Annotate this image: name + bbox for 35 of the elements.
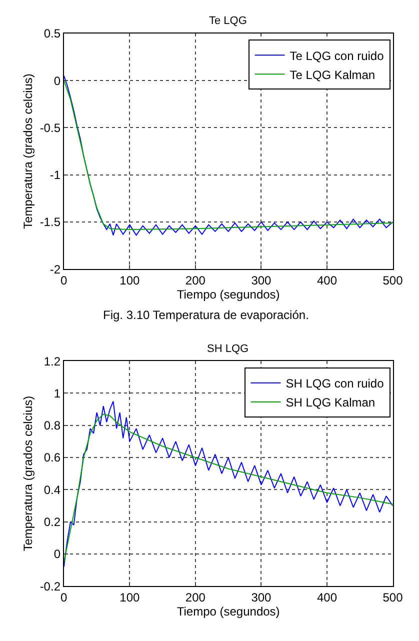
x-tick-label: 400 [316,274,338,288]
x-axis-title: Tiempo (segundos) [176,288,280,302]
chart-title: Te LQG [209,15,247,27]
x-tick-label: 500 [382,590,404,604]
x-tick-label: 200 [185,274,206,288]
y-tick-label: -1 [50,168,61,182]
y-tick-label: 0.8 [44,418,61,433]
y-tick-label: 1 [54,386,61,400]
y-tick-label: 0 [54,74,61,88]
y-tick-label: -2 [50,262,61,276]
x-tick-label: 100 [120,274,140,288]
x-tick-label: 300 [251,590,272,604]
chart-title: SH LQG [207,343,249,355]
y-tick-label: 0 [54,547,61,562]
x-tick-label: 500 [382,274,404,288]
x-axis-title: Tiempo (segundos) [176,604,280,618]
y-tick-label: -0.5 [40,120,61,135]
legend-label: Te LQG Kalman [290,68,376,82]
x-tick-label: 100 [120,590,140,604]
legend-label: SH LQG con ruido [286,376,384,391]
x-tick-label: 200 [185,590,206,604]
y-tick-label: 0.5 [44,26,61,41]
y-tick-label: 0.4 [44,482,61,497]
legend-label: SH LQG Kalman [286,396,376,410]
caption: Fig. 3.10 Temperatura de evaporación. [103,308,309,322]
x-tick-label: 300 [251,274,272,288]
x-tick-label: 400 [316,590,338,604]
y-tick-label: 1.2 [44,354,61,368]
y-tick-label: 0.6 [44,450,61,465]
y-axis-title: Temperatura (grados celcius) [21,74,36,229]
legend-label: Te LQG con ruido [290,48,384,63]
y-tick-label: -0.2 [40,579,61,594]
y-axis-title: Temperatura (grados celcius) [21,396,36,552]
y-tick-label: 0.2 [44,514,61,529]
y-tick-label: -1.5 [40,215,61,230]
